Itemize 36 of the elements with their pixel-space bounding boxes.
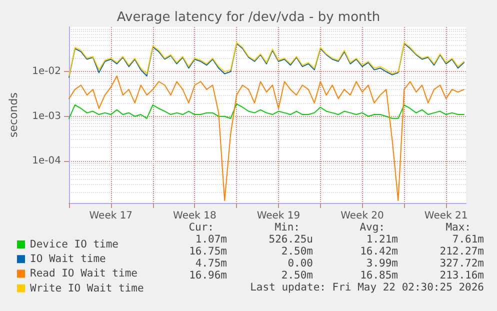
text: 4.75m — [195, 258, 227, 270]
x-tick-label: Week 18 — [173, 210, 216, 222]
x-tick-label: Week 21 — [424, 210, 468, 222]
x-tick-label: Week 17 — [89, 210, 133, 222]
text: Cur: — [188, 222, 214, 234]
y-tick-label: 1e-03 — [32, 110, 61, 122]
x-tick-label: Week 19 — [256, 210, 300, 222]
text: 327.72m — [440, 258, 484, 270]
y-tick-label: 1e-02 — [32, 66, 61, 78]
text: 3.99m — [366, 258, 398, 270]
y-tick-label: 1e-04 — [32, 156, 61, 167]
text: 16.85m — [360, 270, 398, 282]
chart-title: Average latency for /dev/vda - by month — [116, 10, 380, 25]
text: 526.25u — [268, 234, 314, 246]
text: 16.96m — [189, 270, 228, 282]
text: 2.50m — [281, 246, 313, 258]
text: Min: — [274, 222, 300, 234]
y-axis-title: seconds — [7, 92, 20, 138]
text: Last update: Fri May 22 02:30:25 2026 — [250, 282, 484, 294]
text: Max: — [446, 222, 472, 234]
text: 213.16m — [440, 270, 484, 282]
text: Avg: — [360, 222, 386, 234]
text: 7.61m — [452, 234, 484, 246]
text: 0.00 — [288, 258, 314, 270]
legend-label: IO Wait time — [30, 253, 106, 266]
text: 1.07m — [195, 234, 227, 246]
legend-label: Write IO Wait time — [30, 282, 144, 294]
line-series — [68, 76, 465, 202]
legend-label: Device IO time — [30, 238, 119, 250]
legend-label: Read IO Wait time — [30, 268, 138, 280]
text: 2.50m — [281, 270, 313, 282]
text: 16.75m — [189, 246, 228, 258]
text: 212.27m — [440, 246, 484, 258]
text: 1.21m — [366, 234, 398, 246]
text: 16.42m — [360, 246, 398, 258]
x-tick-label: Week 20 — [340, 210, 384, 222]
